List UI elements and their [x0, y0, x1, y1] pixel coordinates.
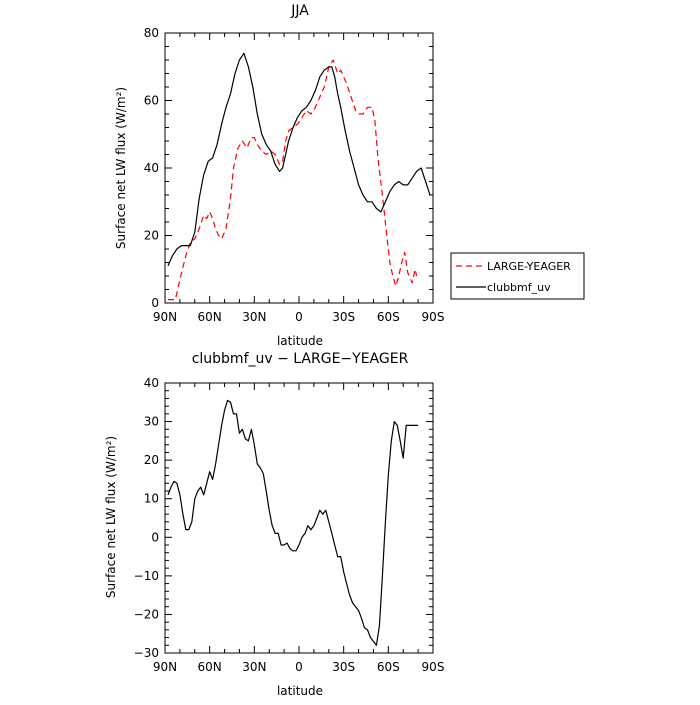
bottom-chart-ylabel: Surface net LW flux (W/m²)	[104, 436, 118, 598]
top-chart-xlabel: latitude	[277, 334, 323, 348]
top-series-line-large-yeager	[168, 59, 418, 301]
bottom-y-tick-label: 30	[144, 415, 159, 429]
bottom-chart-xlabel: latitude	[277, 684, 323, 698]
legend-label-large-yeager: LARGE-YEAGER	[487, 260, 571, 273]
top-chart-ylabel: Surface net LW flux (W/m²)	[114, 87, 128, 249]
top-x-tick-label: 90S	[422, 310, 445, 324]
top-y-tick-label: 40	[144, 161, 159, 175]
bottom-x-tick-label: 30N	[242, 660, 266, 674]
bottom-y-tick-label: −20	[134, 607, 159, 621]
top-x-tick-label: 30S	[332, 310, 355, 324]
bottom-y-tick-label: 0	[151, 530, 159, 544]
bottom-y-tick-label: −30	[134, 646, 159, 660]
top-chart: 90N 60N 30N 0 30S 60S 90S 0 20 40 60 80	[144, 26, 445, 324]
top-y-tick-label: 60	[144, 94, 159, 108]
bottom-x-tick-label: 90N	[153, 660, 177, 674]
bottom-y-tick-label: 20	[144, 453, 159, 467]
top-chart-title: JJA	[290, 3, 309, 19]
chart-marks: 90N 60N 30N 0 30S 60S 90S 0 20 40 60 80 90N 60N 30N 0 30…	[134, 26, 445, 674]
bottom-series-line-difference	[167, 399, 419, 646]
legend: LARGE-YEAGER clubbmf_uv	[450, 252, 585, 300]
bottom-x-tick-label: 0	[295, 660, 303, 674]
bottom-y-tick-label: −10	[134, 569, 159, 583]
bottom-y-tick-label: 40	[144, 376, 159, 390]
top-y-tick-label: 20	[144, 229, 159, 243]
top-y-tick-label: 0	[151, 296, 159, 310]
bottom-x-tick-label: 90S	[422, 660, 445, 674]
bottom-x-tick-label: 60N	[198, 660, 222, 674]
bottom-chart-title: clubbmf_uv − LARGE−YEAGER	[192, 351, 409, 367]
legend-label-clubbmf-uv: clubbmf_uv	[487, 281, 551, 294]
top-x-tick-label: 60S	[377, 310, 400, 324]
top-series-line-clubbmf-uv	[167, 52, 431, 267]
bottom-x-tick-label: 60S	[377, 660, 400, 674]
top-x-tick-label: 30N	[242, 310, 266, 324]
top-x-tick-label: 0	[295, 310, 303, 324]
bottom-chart: 90N 60N 30N 0 30S 60S 90S −30 −20 −10 0 10 20 30 40	[134, 376, 445, 674]
top-x-tick-label: 60N	[198, 310, 222, 324]
top-y-tick-label: 80	[144, 26, 159, 40]
legend-box	[450, 252, 585, 300]
top-x-tick-label: 90N	[153, 310, 177, 324]
bottom-x-tick-label: 30S	[332, 660, 355, 674]
bottom-y-tick-label: 10	[144, 492, 159, 506]
